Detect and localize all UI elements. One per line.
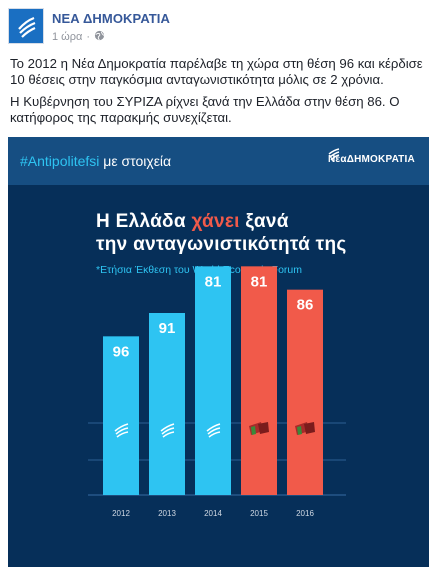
nd-brand-icon bbox=[328, 148, 340, 161]
globe-icon[interactable] bbox=[94, 30, 105, 41]
nd-logo-icon bbox=[206, 423, 221, 438]
x-tick-label: 2016 bbox=[296, 509, 314, 518]
chart-bar bbox=[287, 289, 323, 495]
x-tick-label: 2014 bbox=[204, 509, 222, 518]
x-tick-label: 2015 bbox=[250, 509, 268, 518]
nd-logo-icon bbox=[160, 423, 175, 438]
post-meta: 1 ώρα · bbox=[52, 30, 105, 43]
hashtag-label: #Antipolitefsi με στοιχεία bbox=[20, 153, 171, 169]
x-tick-label: 2013 bbox=[158, 509, 176, 518]
bar-value-label: 91 bbox=[159, 320, 176, 337]
syriza-flag-icon bbox=[295, 422, 315, 435]
chart-title-line1: Η Ελλάδα χάνει ξανά bbox=[96, 211, 289, 233]
syriza-flag-icon bbox=[249, 422, 269, 435]
chart-title-highlight: χάνει bbox=[191, 211, 240, 232]
chart-bar bbox=[241, 266, 277, 495]
nd-logo-icon bbox=[18, 16, 36, 38]
chart-title-line2: την ανταγωνιστικότητά της bbox=[96, 234, 347, 255]
chart-title-part: Η Ελλάδα bbox=[96, 211, 192, 232]
bar-value-label: 86 bbox=[297, 297, 314, 314]
meta-separator: · bbox=[86, 31, 91, 43]
post-timestamp[interactable]: 1 ώρα bbox=[52, 31, 83, 43]
chart-bar bbox=[195, 266, 231, 495]
post-paragraph: Η Κυβέρνηση του ΣΥΡΙΖΑ ρίχνει ξανά την Ε… bbox=[10, 94, 400, 125]
x-tick-label: 2012 bbox=[112, 509, 130, 518]
bar-value-label: 81 bbox=[251, 273, 268, 290]
infographic-header: #Antipolitefsi με στοιχεία ΝεαΔΗΜΟΚΡΑΤΙΑ bbox=[8, 137, 429, 185]
chart-title-part: ξανά bbox=[239, 211, 289, 232]
hashtag-suffix: με στοιχεία bbox=[99, 153, 172, 169]
page-avatar[interactable] bbox=[8, 8, 44, 44]
hashtag-text: #Antipolitefsi bbox=[20, 153, 100, 169]
bar-value-label: 96 bbox=[113, 343, 130, 360]
nd-logo-icon bbox=[114, 423, 129, 438]
bar-value-label: 81 bbox=[205, 273, 222, 290]
bar-chart: 96 2012 91 2013 81 2014 81 2015 86 2016 bbox=[88, 266, 346, 518]
brand-label: ΝεαΔΗΜΟΚΡΑΤΙΑ bbox=[328, 154, 415, 165]
infographic-image[interactable]: #Antipolitefsi με στοιχεία ΝεαΔΗΜΟΚΡΑΤΙΑ… bbox=[8, 137, 429, 567]
chart-bar bbox=[149, 313, 185, 495]
post-text: Το 2012 η Νέα Δημοκρατία παρέλαβε τη χώρ… bbox=[10, 56, 430, 132]
post-paragraph: Το 2012 η Νέα Δημοκρατία παρέλαβε τη χώρ… bbox=[10, 56, 423, 87]
chart-bar bbox=[103, 336, 139, 495]
page-name-link[interactable]: ΝΕΑ ΔΗΜΟΚΡΑΤΙΑ bbox=[52, 11, 170, 26]
